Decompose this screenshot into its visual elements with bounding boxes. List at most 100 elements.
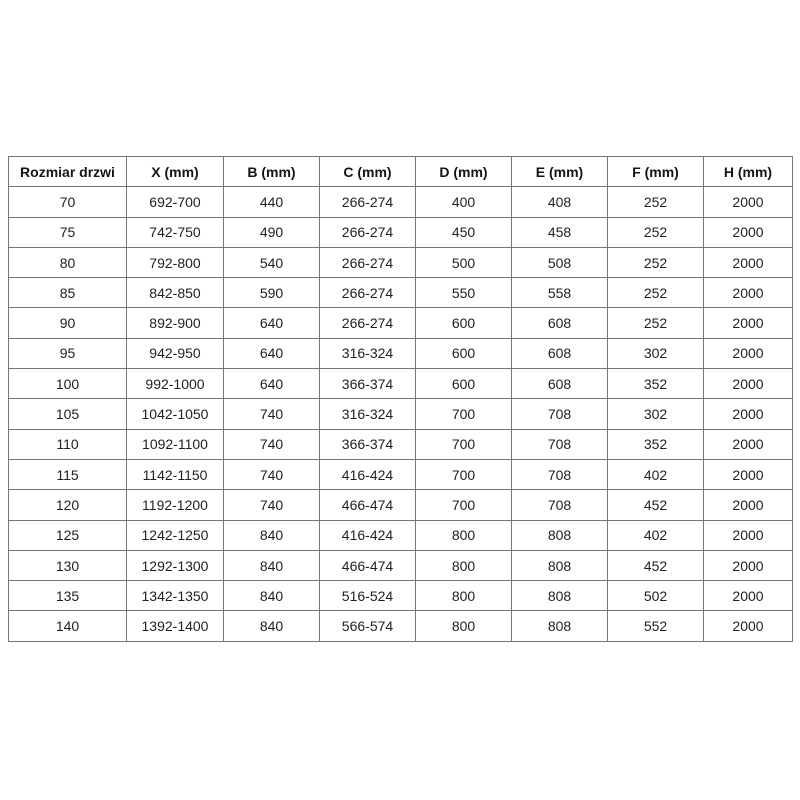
table-cell: 1292-1300 <box>126 549 224 582</box>
table-row: 120 1192-1200 740 466-474 700 708 452 2000 <box>8 489 793 521</box>
table-cell: 2000 <box>703 277 793 309</box>
table-cell: 808 <box>511 580 608 612</box>
table-cell: 840 <box>223 610 320 642</box>
table-cell: 366-374 <box>319 428 416 460</box>
table-cell: 992-1000 <box>126 368 224 400</box>
table-cell: 700 <box>415 458 512 491</box>
table-cell: 402 <box>607 519 704 551</box>
header-cell-d: D (mm) <box>415 155 512 188</box>
table-row: 130 1292-1300 840 466-474 800 808 452 2000 <box>8 549 793 582</box>
table-cell: 252 <box>607 216 704 248</box>
table-cell: 1242-1250 <box>126 519 224 551</box>
table-cell: 2000 <box>703 337 793 370</box>
table-cell: 402 <box>607 458 704 491</box>
table-cell: 2000 <box>703 489 793 521</box>
table-cell: 2000 <box>703 368 793 400</box>
table-cell: 590 <box>223 277 320 309</box>
table-cell: 800 <box>415 580 512 612</box>
table-cell: 740 <box>223 458 320 491</box>
table-row: 105 1042-1050 740 316-324 700 708 302 2000 <box>8 398 793 430</box>
table-cell: 452 <box>607 489 704 521</box>
table-cell: 1142-1150 <box>126 458 224 491</box>
table-cell: 416-424 <box>319 519 416 551</box>
table-row: 80 792-800 540 266-274 500 508 252 2000 <box>8 246 793 279</box>
table-cell: 608 <box>511 368 608 400</box>
table-cell: 708 <box>511 489 608 521</box>
table-cell: 742-750 <box>126 216 224 248</box>
table-cell: 110 <box>8 428 127 460</box>
table-cell: 352 <box>607 428 704 460</box>
table-cell: 316-324 <box>319 398 416 430</box>
table-cell: 302 <box>607 337 704 370</box>
table-cell: 100 <box>8 368 127 400</box>
table-body: 70 692-700 440 266-274 400 408 252 2000 75 742-75… <box>8 186 793 642</box>
table-row: 70 692-700 440 266-274 400 408 252 2000 <box>8 186 793 218</box>
table-cell: 552 <box>607 610 704 642</box>
table-row: 90 892-900 640 266-274 600 608 252 2000 <box>8 307 793 339</box>
table-cell: 490 <box>223 216 320 248</box>
table-cell: 80 <box>8 246 127 279</box>
table-cell: 640 <box>223 337 320 370</box>
table-cell: 1192-1200 <box>126 489 224 521</box>
table-cell: 792-800 <box>126 246 224 279</box>
table-row: 95 942-950 640 316-324 600 608 302 2000 <box>8 337 793 370</box>
table-cell: 130 <box>8 549 127 582</box>
table-cell: 608 <box>511 337 608 370</box>
table-cell: 452 <box>607 549 704 582</box>
header-cell-b: B (mm) <box>223 155 320 188</box>
table-cell: 840 <box>223 519 320 551</box>
table-cell: 740 <box>223 489 320 521</box>
table-cell: 252 <box>607 246 704 279</box>
header-cell-x: X (mm) <box>126 155 224 188</box>
table-cell: 466-474 <box>319 489 416 521</box>
table-cell: 640 <box>223 307 320 339</box>
table-cell: 692-700 <box>126 186 224 218</box>
table-cell: 252 <box>607 277 704 309</box>
table-cell: 2000 <box>703 549 793 582</box>
table-cell: 708 <box>511 398 608 430</box>
table-cell: 115 <box>8 458 127 491</box>
table-cell: 508 <box>511 246 608 279</box>
table-cell: 840 <box>223 580 320 612</box>
table-cell: 70 <box>8 186 127 218</box>
table-cell: 800 <box>415 549 512 582</box>
table-cell: 708 <box>511 458 608 491</box>
table-cell: 558 <box>511 277 608 309</box>
table-cell: 740 <box>223 398 320 430</box>
table-cell: 1092-1100 <box>126 428 224 460</box>
table-cell: 800 <box>415 519 512 551</box>
table-cell: 266-274 <box>319 246 416 279</box>
table-cell: 466-474 <box>319 549 416 582</box>
table-cell: 600 <box>415 368 512 400</box>
table-cell: 252 <box>607 186 704 218</box>
table-cell: 2000 <box>703 458 793 491</box>
table-cell: 700 <box>415 428 512 460</box>
table-cell: 840 <box>223 549 320 582</box>
table-cell: 2000 <box>703 186 793 218</box>
table-cell: 366-374 <box>319 368 416 400</box>
table-cell: 640 <box>223 368 320 400</box>
table-cell: 2000 <box>703 398 793 430</box>
table-cell: 140 <box>8 610 127 642</box>
table-cell: 408 <box>511 186 608 218</box>
table-cell: 700 <box>415 489 512 521</box>
table-row: 100 992-1000 640 366-374 600 608 352 2000 <box>8 368 793 400</box>
table-cell: 842-850 <box>126 277 224 309</box>
table-row: 115 1142-1150 740 416-424 700 708 402 2000 <box>8 458 793 491</box>
table-row: 125 1242-1250 840 416-424 800 808 402 2000 <box>8 519 793 551</box>
table-cell: 2000 <box>703 580 793 612</box>
table-cell: 95 <box>8 337 127 370</box>
table-cell: 252 <box>607 307 704 339</box>
table-cell: 942-950 <box>126 337 224 370</box>
table-row: 85 842-850 590 266-274 550 558 252 2000 <box>8 277 793 309</box>
table-cell: 266-274 <box>319 186 416 218</box>
table-cell: 1342-1350 <box>126 580 224 612</box>
table-cell: 458 <box>511 216 608 248</box>
header-cell-h: H (mm) <box>703 155 793 188</box>
table-cell: 440 <box>223 186 320 218</box>
table-cell: 2000 <box>703 246 793 279</box>
table-cell: 608 <box>511 307 608 339</box>
table-cell: 2000 <box>703 216 793 248</box>
header-cell-c: C (mm) <box>319 155 416 188</box>
